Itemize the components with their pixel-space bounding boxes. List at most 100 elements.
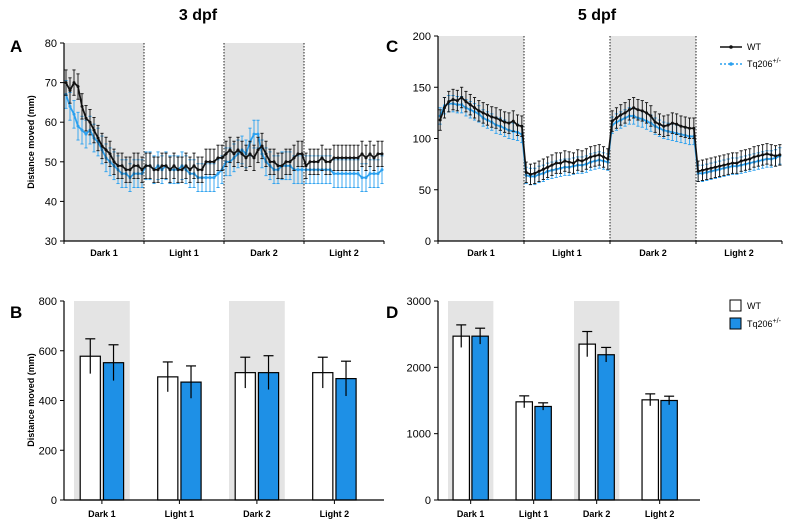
data-point: [340, 156, 344, 160]
data-point: [80, 104, 84, 108]
data-point: [619, 113, 623, 117]
data-point: [72, 112, 76, 116]
data-point: [490, 115, 494, 119]
data-point: [232, 152, 236, 156]
y-axis-label: Distance moved (mm): [26, 95, 36, 189]
data-point: [380, 168, 384, 172]
data-point: [300, 152, 304, 156]
data-point: [602, 155, 606, 159]
data-point: [632, 106, 636, 110]
x-tick-label: Dark 2: [639, 248, 667, 258]
data-point: [649, 114, 653, 118]
data-point: [468, 103, 472, 107]
data-point: [164, 164, 168, 168]
legend-wt-box: [729, 299, 742, 312]
data-point: [683, 125, 687, 129]
data-point: [356, 156, 360, 160]
panel-d-bar-chart: Dark 1 Light 1 Dark 2 Light 2 0 1000 2000 3000: [407, 296, 700, 519]
data-point: [120, 164, 124, 168]
data-point: [184, 164, 188, 168]
data-point: [372, 172, 376, 176]
data-point: [276, 164, 280, 168]
data-point: [769, 153, 773, 157]
data-point: [559, 161, 563, 165]
y-tick-label: 30: [45, 236, 57, 248]
data-point: [256, 148, 260, 152]
data-point: [240, 152, 244, 156]
data-point: [200, 168, 204, 172]
bar-wt-dark-2: [578, 343, 597, 501]
data-point: [360, 176, 364, 180]
shaded-region-dark-1: [64, 43, 144, 241]
data-point: [460, 96, 464, 99]
shaded-region-dark-1: [438, 36, 524, 241]
data-point: [571, 161, 575, 165]
data-point: [196, 168, 200, 172]
y-tick-label: 0: [51, 495, 57, 507]
data-point: [108, 152, 112, 156]
data-point: [284, 160, 288, 164]
bar-tq206-dark-1: [102, 362, 125, 501]
data-point: [705, 167, 709, 171]
heading-5dpf: 5 dpf: [578, 7, 617, 24]
data-point: [593, 154, 597, 158]
x-tick-label: Light 1: [519, 509, 549, 519]
data-point: [735, 161, 739, 165]
y-tick-label: 0: [425, 495, 431, 507]
data-point: [670, 121, 674, 125]
data-point: [328, 160, 332, 164]
data-point: [743, 158, 747, 162]
data-point: [208, 176, 212, 180]
data-point: [778, 153, 782, 157]
data-point: [692, 126, 696, 130]
data-point: [726, 162, 730, 166]
data-point: [576, 158, 580, 162]
bar-wt-dark-1: [79, 355, 101, 501]
panel-c-line-chart: Dark 1 Light 1 Dark 2 Light 2 0 50 100 150 200: [413, 31, 783, 258]
data-point: [700, 168, 704, 172]
data-point: [739, 159, 743, 163]
data-point: [272, 160, 276, 164]
data-point: [112, 160, 116, 164]
y-tick-label: 70: [45, 78, 57, 90]
heading-3dpf: 3 dpf: [179, 7, 218, 24]
series-wt: [438, 86, 782, 186]
data-point: [580, 159, 584, 163]
data-point: [438, 118, 442, 122]
data-point: [597, 153, 601, 157]
bar-tq206-light-1: [180, 381, 202, 501]
data-point: [645, 111, 649, 115]
data-point: [748, 157, 752, 161]
data-point: [84, 132, 88, 136]
data-point: [124, 168, 128, 172]
data-point: [498, 118, 502, 122]
data-point: [679, 124, 683, 128]
x-tick-label: Dark 1: [467, 248, 495, 258]
x-tick-label: Dark 1: [88, 509, 116, 519]
data-point: [324, 160, 328, 164]
data-point: [473, 106, 477, 110]
data-point: [524, 170, 528, 174]
y-tick-label: 40: [45, 196, 57, 208]
data-point: [216, 156, 220, 160]
data-point: [376, 152, 380, 156]
legend-tq206-label: Tq206+/-: [747, 318, 782, 329]
data-point: [356, 172, 360, 176]
bar-tq206-light-2: [335, 378, 357, 501]
data-point: [752, 155, 756, 159]
data-point: [332, 156, 336, 160]
data-point: [584, 157, 588, 161]
data-point: [554, 161, 558, 165]
data-point: [511, 119, 515, 123]
data-point: [516, 123, 520, 127]
x-tick-label: Light 1: [552, 248, 582, 258]
bar-wt-light-1: [157, 376, 179, 501]
data-point: [252, 156, 256, 160]
legend-wt-marker: [729, 45, 733, 49]
data-point: [718, 164, 722, 168]
data-point: [360, 152, 364, 156]
data-point: [180, 168, 184, 172]
bar-tq206-dark-2: [597, 354, 615, 501]
y-tick-label: 200: [413, 31, 431, 43]
data-point: [140, 168, 144, 172]
